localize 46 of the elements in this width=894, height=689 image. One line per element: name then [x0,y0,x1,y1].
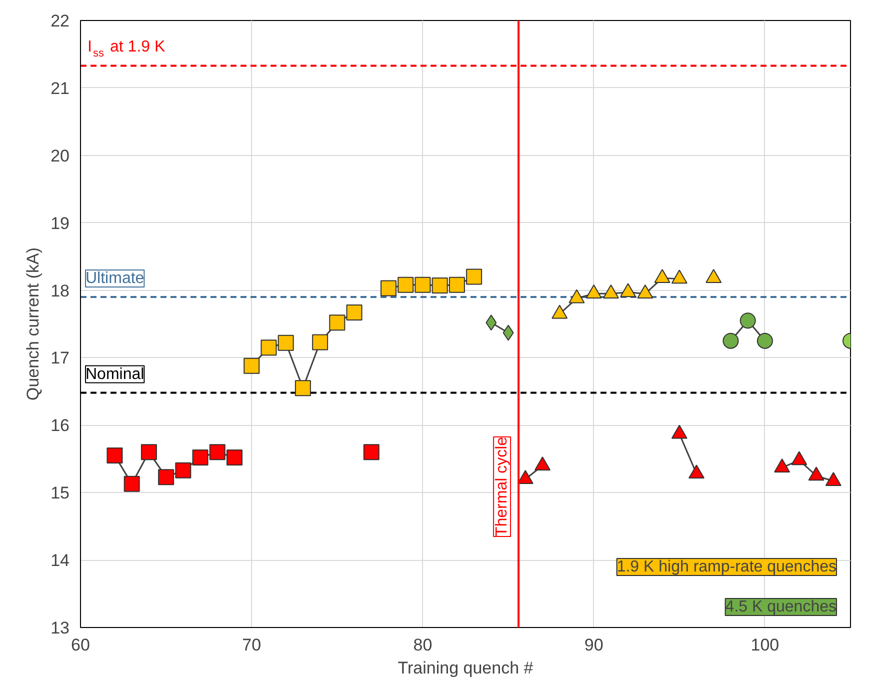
x-axis-title: Training quench # [398,658,534,678]
ref-line-label: Ultimate [86,270,144,288]
x-tick-label: 90 [584,636,604,654]
y-tick-label: 15 [50,484,70,503]
point [414,276,431,293]
x-tick-label: 100 [750,636,780,654]
point [380,280,396,296]
y-tick-label: 13 [50,618,70,638]
point [209,444,226,460]
annotation: 1.9 K high ramp-rate quenches [616,558,836,576]
point [124,476,140,492]
point [740,312,756,329]
point [756,332,773,349]
point [363,444,380,460]
x-tick-label: 70 [242,636,262,654]
y-tick-label: 19 [50,214,70,233]
point [312,334,328,350]
y-tick-label: 21 [50,78,70,98]
point [466,268,482,285]
point [278,334,294,351]
point [448,276,465,293]
ref-line-label: Thermal cycle [494,436,511,536]
ref-line-label: Nominal [86,366,144,383]
point [140,444,157,460]
x-tick-label: 60 [71,636,90,654]
point [244,358,260,374]
point [260,340,277,356]
point [722,332,739,349]
point [158,469,174,486]
point [346,304,362,321]
y-tick-label: 20 [50,146,70,166]
y-tick-label: 22 [50,12,70,30]
point [398,276,414,293]
y-tick-label: 14 [50,551,70,570]
y-tick-label: 18 [50,281,70,300]
point [175,462,192,478]
point [432,278,448,294]
point [294,380,311,396]
point [226,450,242,466]
y-tick-label: 17 [50,348,70,368]
point [329,314,346,331]
x-tick-label: 80 [413,636,432,654]
y-axis-title: Quench current (kA) [24,247,43,401]
y-tick-label: 16 [50,416,70,436]
point [192,450,208,466]
point [106,448,123,464]
